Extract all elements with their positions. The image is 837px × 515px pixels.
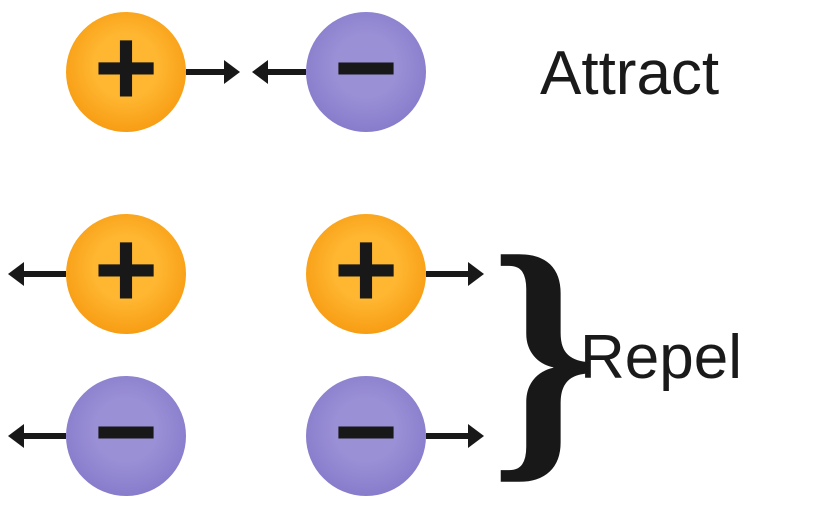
brace-icon: } — [490, 216, 598, 491]
charge-positive: + — [66, 12, 186, 132]
arrow-shaft — [268, 69, 306, 75]
plus-sign: + — [94, 215, 158, 325]
minus-sign: − — [334, 13, 398, 123]
arrow-shaft — [426, 433, 468, 439]
arrow-right — [426, 424, 484, 448]
arrow-left — [252, 60, 306, 84]
label-repel: Repel — [580, 322, 742, 393]
arrow-shaft — [24, 271, 66, 277]
arrow-shaft — [24, 433, 66, 439]
minus-sign: − — [334, 377, 398, 487]
arrow-head — [8, 262, 24, 286]
arrow-right — [186, 60, 240, 84]
charge-negative: − — [306, 376, 426, 496]
arrow-right — [426, 262, 484, 286]
label-attract: Attract — [540, 38, 719, 109]
arrow-left — [8, 262, 66, 286]
plus-sign: + — [94, 13, 158, 123]
arrow-head — [468, 424, 484, 448]
plus-sign: + — [334, 215, 398, 325]
arrow-shaft — [186, 69, 224, 75]
arrow-head — [468, 262, 484, 286]
arrow-shaft — [426, 271, 468, 277]
arrow-head — [8, 424, 24, 448]
arrow-left — [8, 424, 66, 448]
charge-negative: − — [66, 376, 186, 496]
charge-positive: + — [66, 214, 186, 334]
diagram-stage: + − + + − − Attract Repel } — [0, 0, 837, 515]
minus-sign: − — [94, 377, 158, 487]
charge-negative: − — [306, 12, 426, 132]
arrow-head — [252, 60, 268, 84]
arrow-head — [224, 60, 240, 84]
charge-positive: + — [306, 214, 426, 334]
